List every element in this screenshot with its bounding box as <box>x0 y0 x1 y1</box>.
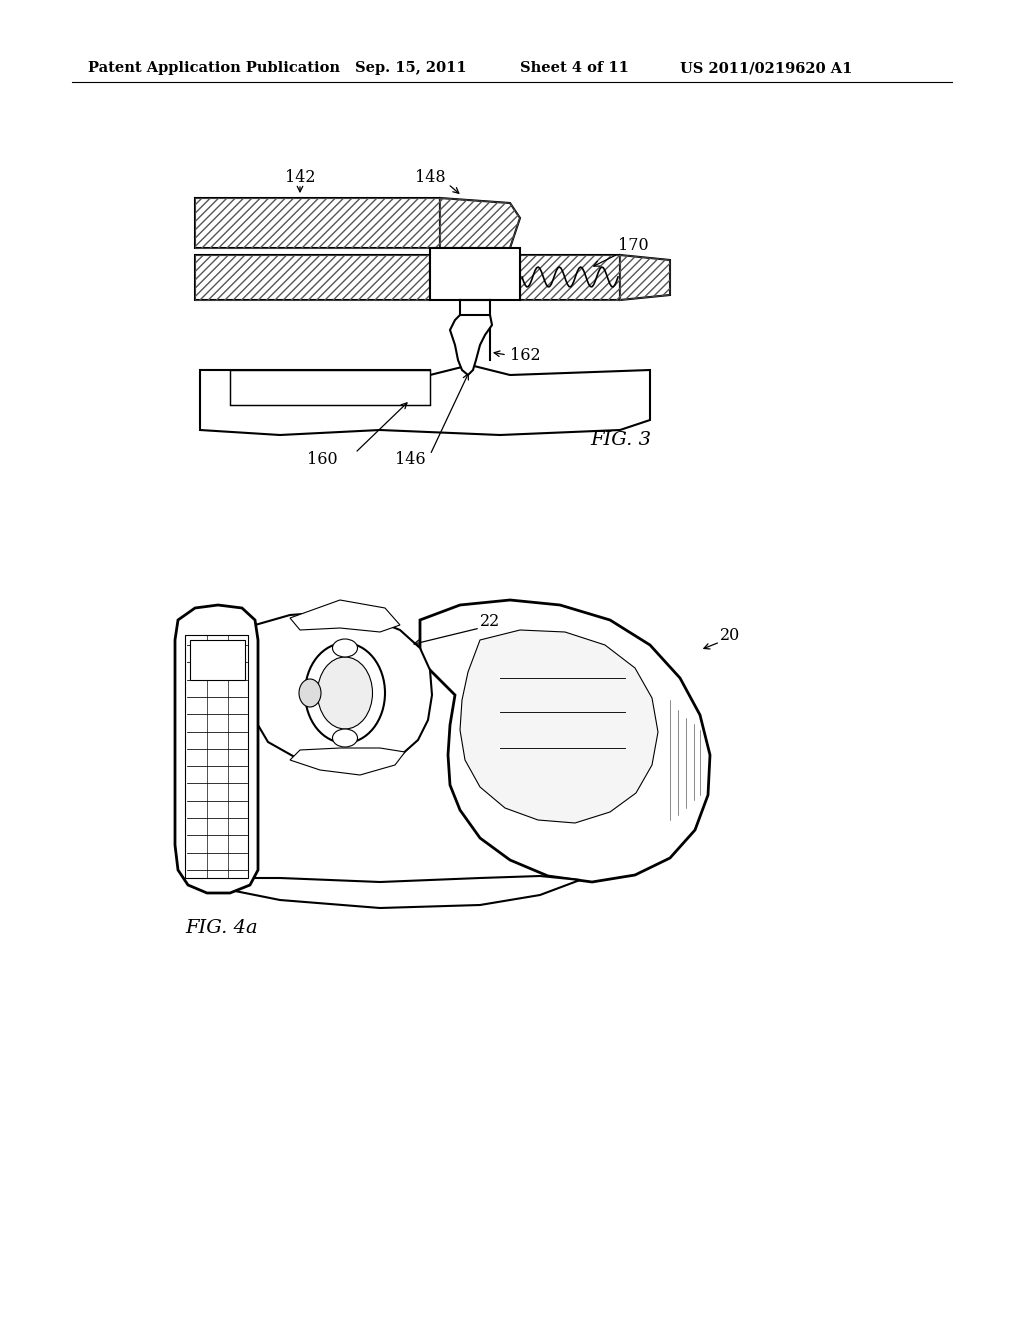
Text: 146: 146 <box>394 451 425 469</box>
Polygon shape <box>290 748 406 775</box>
Polygon shape <box>230 370 430 405</box>
Text: 170: 170 <box>618 236 648 253</box>
Polygon shape <box>520 255 620 300</box>
Polygon shape <box>430 248 520 300</box>
Text: 160: 160 <box>306 451 337 469</box>
Polygon shape <box>200 366 650 436</box>
Polygon shape <box>190 640 245 680</box>
Polygon shape <box>420 601 710 882</box>
Ellipse shape <box>333 729 357 747</box>
Text: Sep. 15, 2011: Sep. 15, 2011 <box>355 61 467 75</box>
Polygon shape <box>290 601 400 632</box>
Text: US 2011/0219620 A1: US 2011/0219620 A1 <box>680 61 852 75</box>
Ellipse shape <box>333 639 357 657</box>
Ellipse shape <box>299 678 321 708</box>
Text: 22: 22 <box>480 614 500 631</box>
Text: Patent Application Publication: Patent Application Publication <box>88 61 340 75</box>
Polygon shape <box>230 876 580 908</box>
Polygon shape <box>175 605 258 894</box>
Polygon shape <box>460 630 658 822</box>
Polygon shape <box>440 198 520 248</box>
Text: FIG. 4a: FIG. 4a <box>185 919 258 937</box>
Text: 162: 162 <box>510 346 541 363</box>
Text: 148: 148 <box>415 169 445 186</box>
Polygon shape <box>620 255 670 300</box>
Polygon shape <box>252 612 432 768</box>
Text: 20: 20 <box>720 627 740 644</box>
Ellipse shape <box>305 643 385 743</box>
Polygon shape <box>450 315 492 375</box>
Text: FIG. 3: FIG. 3 <box>590 432 651 449</box>
Text: Sheet 4 of 11: Sheet 4 of 11 <box>520 61 629 75</box>
Ellipse shape <box>317 657 373 729</box>
Polygon shape <box>185 635 248 878</box>
Polygon shape <box>195 198 440 248</box>
Polygon shape <box>195 255 430 300</box>
Text: 142: 142 <box>285 169 315 186</box>
